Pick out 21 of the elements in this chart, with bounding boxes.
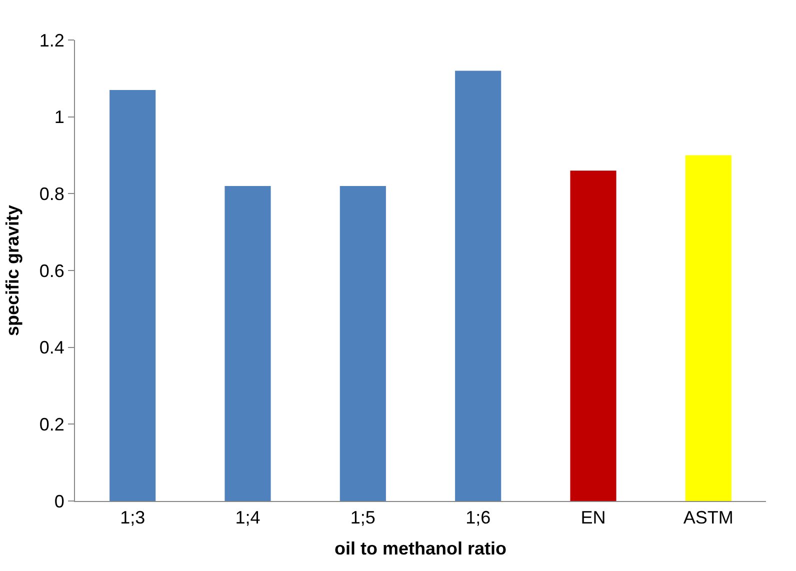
y-tick-label: 0.2 [39,414,64,434]
bar [340,186,386,501]
x-tick-label: EN [580,508,606,528]
y-tick-label: 0.6 [39,260,64,281]
bar [570,170,616,501]
y-tick-label: 0.8 [39,184,64,204]
y-tick-label: 1 [54,107,64,128]
x-axis-title: oil to methanol ratio [334,538,507,559]
x-tick-label: 1;3 [120,508,146,528]
x-tick-label: ASTM [683,508,734,528]
bar [224,186,271,501]
bar [685,155,732,501]
x-tick-label: 1;4 [235,508,260,528]
y-axis-title: specific gravity [2,204,23,336]
x-tick-label: 1;6 [466,508,491,528]
bar [455,70,502,501]
y-tick-label: 1.2 [39,30,64,50]
y-tick-label: 0.4 [39,338,64,358]
bar [110,90,156,501]
x-tick-label: 1;5 [350,508,376,528]
y-tick-label: 0 [54,491,64,512]
